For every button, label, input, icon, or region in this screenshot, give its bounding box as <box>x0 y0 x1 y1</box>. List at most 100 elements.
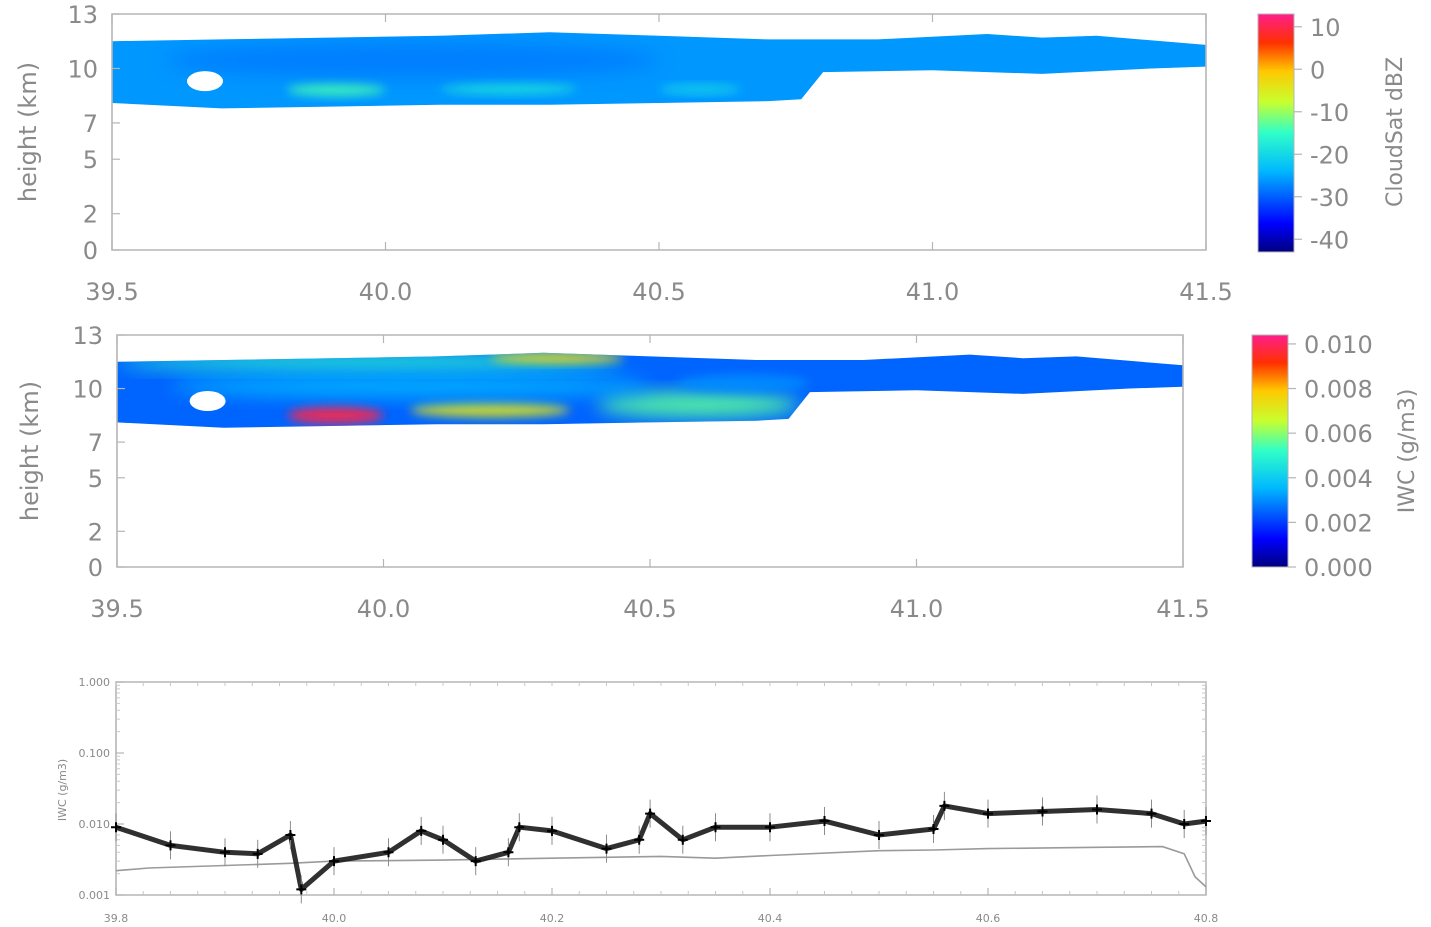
iwc-y-tick-1: 2 <box>88 518 103 546</box>
series-point-19 <box>765 822 775 833</box>
series-point-26 <box>1092 804 1102 815</box>
dbz-x-ticks: 39.5 40.0 40.5 41.0 41.5 <box>85 14 1233 306</box>
series-y-tick-2: 0.010 <box>79 818 111 831</box>
series-x-ticks: 39.8 40.0 40.2 40.4 40.6 40.8 <box>104 888 1219 925</box>
series-point-0 <box>111 822 121 833</box>
dbz-colorbar-tick-5: -40 <box>1310 226 1349 254</box>
dbz-colorbar-frame <box>1257 13 1295 253</box>
iwc-colorbar-label: IWC (g/m3) <box>1395 389 1420 514</box>
series-point-28 <box>1179 819 1190 829</box>
dbz-x-tick-4: 41.5 <box>1179 278 1232 306</box>
dbz-feature-1 <box>440 82 577 94</box>
iwc-x-tick-2: 40.5 <box>623 595 676 623</box>
iwc-feature-6 <box>676 374 810 393</box>
series-y-tick-1: 0.100 <box>79 747 111 760</box>
series-point-1 <box>165 840 176 851</box>
iwc-colorbar-tick-4: 0.002 <box>1304 509 1373 537</box>
iwc-cloud-hole <box>189 391 226 412</box>
series-point-11 <box>503 847 514 858</box>
series-point-16 <box>645 808 656 819</box>
series-point-6 <box>329 856 339 867</box>
series-point-12 <box>514 822 525 833</box>
iwc-y-tick-5: 13 <box>72 322 103 350</box>
iwc-colorbar-tick-5: 0.000 <box>1304 554 1373 582</box>
dbz-colorbar-tick-4: -30 <box>1310 184 1349 212</box>
series-y-ticks: 1.000 0.100 0.010 0.001 <box>79 676 124 902</box>
series-point-9 <box>438 834 448 845</box>
series-x-tick-1: 40.0 <box>322 912 347 925</box>
series-point-27 <box>1146 808 1157 819</box>
series-x-tick-4: 40.6 <box>976 912 1001 925</box>
iwc-feature-0 <box>287 406 384 425</box>
series-x-tick-0: 39.8 <box>104 912 129 925</box>
iwc-feature-5 <box>170 374 650 398</box>
dbz-feature-3 <box>166 43 659 78</box>
series-point-18 <box>710 822 721 833</box>
dbz-y-axis-label: height (km) <box>14 62 42 202</box>
series-x-tick-3: 40.4 <box>758 912 783 925</box>
dbz-cloud-hole <box>186 71 223 92</box>
series-point-5 <box>296 884 307 895</box>
iwc-colorbar-tick-1: 0.008 <box>1304 376 1373 404</box>
series-point-4 <box>285 829 296 840</box>
series-point-17 <box>677 834 688 845</box>
series-point-24 <box>983 808 993 819</box>
dbz-colorbar-tick-3: -20 <box>1310 141 1349 169</box>
iwc-y-ticks: 0 2 5 7 10 13 <box>72 322 125 582</box>
dbz-cloud <box>112 32 1206 109</box>
series-x-tick-2: 40.2 <box>540 912 565 925</box>
iwc-colorbar-frame <box>1251 334 1289 568</box>
dbz-feature-2 <box>659 84 742 94</box>
iwc-feature-4 <box>490 352 624 364</box>
iwc-x-tick-3: 41.0 <box>890 595 943 623</box>
dbz-features <box>166 43 742 96</box>
series-point-23 <box>939 800 950 811</box>
dbz-colorbar-label: CloudSat dBZ <box>1383 57 1408 207</box>
iwc-y-tick-0: 0 <box>88 554 103 582</box>
iwc-x-tick-1: 40.0 <box>357 595 410 623</box>
dbz-y-ticks: 0 2 5 7 10 13 <box>67 1 120 265</box>
dbz-feature-0 <box>287 82 386 96</box>
dbz-colorbar <box>1258 14 1294 252</box>
series-point-15 <box>634 834 645 845</box>
iwc-cloud <box>117 352 1183 428</box>
series-marker-trace <box>115 803 1207 892</box>
series-y-axis-label: IWC (g/m3) <box>56 759 69 821</box>
iwc-y-tick-3: 7 <box>88 429 103 457</box>
dbz-y-tick-1: 2 <box>83 201 98 229</box>
iwc-colorbar-tick-0: 0.010 <box>1304 331 1373 359</box>
dbz-colorbar-tick-2: -10 <box>1310 99 1349 127</box>
series-point-13 <box>547 825 557 836</box>
series-point-14 <box>601 843 612 854</box>
iwc-colorbar-tick-2: 0.006 <box>1304 420 1373 448</box>
series-point-2 <box>220 847 230 858</box>
dbz-colorbar-ticks: 10 0 -10 -20 -30 -40 <box>1294 14 1349 254</box>
series-y-tick-0: 1.000 <box>79 676 111 689</box>
dbz-y-tick-5: 13 <box>67 1 98 29</box>
iwc-feature-2 <box>596 392 800 418</box>
series-point-3 <box>252 848 263 859</box>
series-x-tick-5: 40.8 <box>1194 912 1219 925</box>
dbz-colorbar-tick-1: 0 <box>1310 56 1325 84</box>
series-point-7 <box>383 847 394 858</box>
series-point-25 <box>1037 806 1048 817</box>
series-panel: 39.8 40.0 40.2 40.4 40.6 40.8 1.000 0.100 0.010… <box>56 676 1218 925</box>
dbz-panel: 39.5 40.0 40.5 41.0 41.5 0 2 5 7 10 13 height (km… <box>14 1 1408 306</box>
dbz-colorbar-tick-0: 10 <box>1310 14 1341 42</box>
iwc-y-axis-label: height (km) <box>16 381 44 521</box>
series-point-20 <box>819 816 830 827</box>
iwc-colorbar-tick-3: 0.004 <box>1304 465 1373 493</box>
iwc-colorbar <box>1252 335 1288 567</box>
series-point-29 <box>1201 816 1211 827</box>
dbz-x-tick-1: 40.0 <box>359 278 412 306</box>
iwc-x-ticks: 39.5 40.0 40.5 41.0 41.5 <box>90 335 1210 623</box>
iwc-panel: 39.5 40.0 40.5 41.0 41.5 0 2 5 7 10 13 height (km… <box>16 322 1420 623</box>
series-point-21 <box>874 829 884 840</box>
series-minor-ticks <box>115 682 1207 895</box>
series-plot <box>111 791 1211 904</box>
dbz-y-tick-4: 10 <box>67 55 98 83</box>
dbz-x-tick-3: 41.0 <box>906 278 959 306</box>
series-y-tick-3: 0.001 <box>79 889 111 902</box>
iwc-x-tick-0: 39.5 <box>90 595 143 623</box>
